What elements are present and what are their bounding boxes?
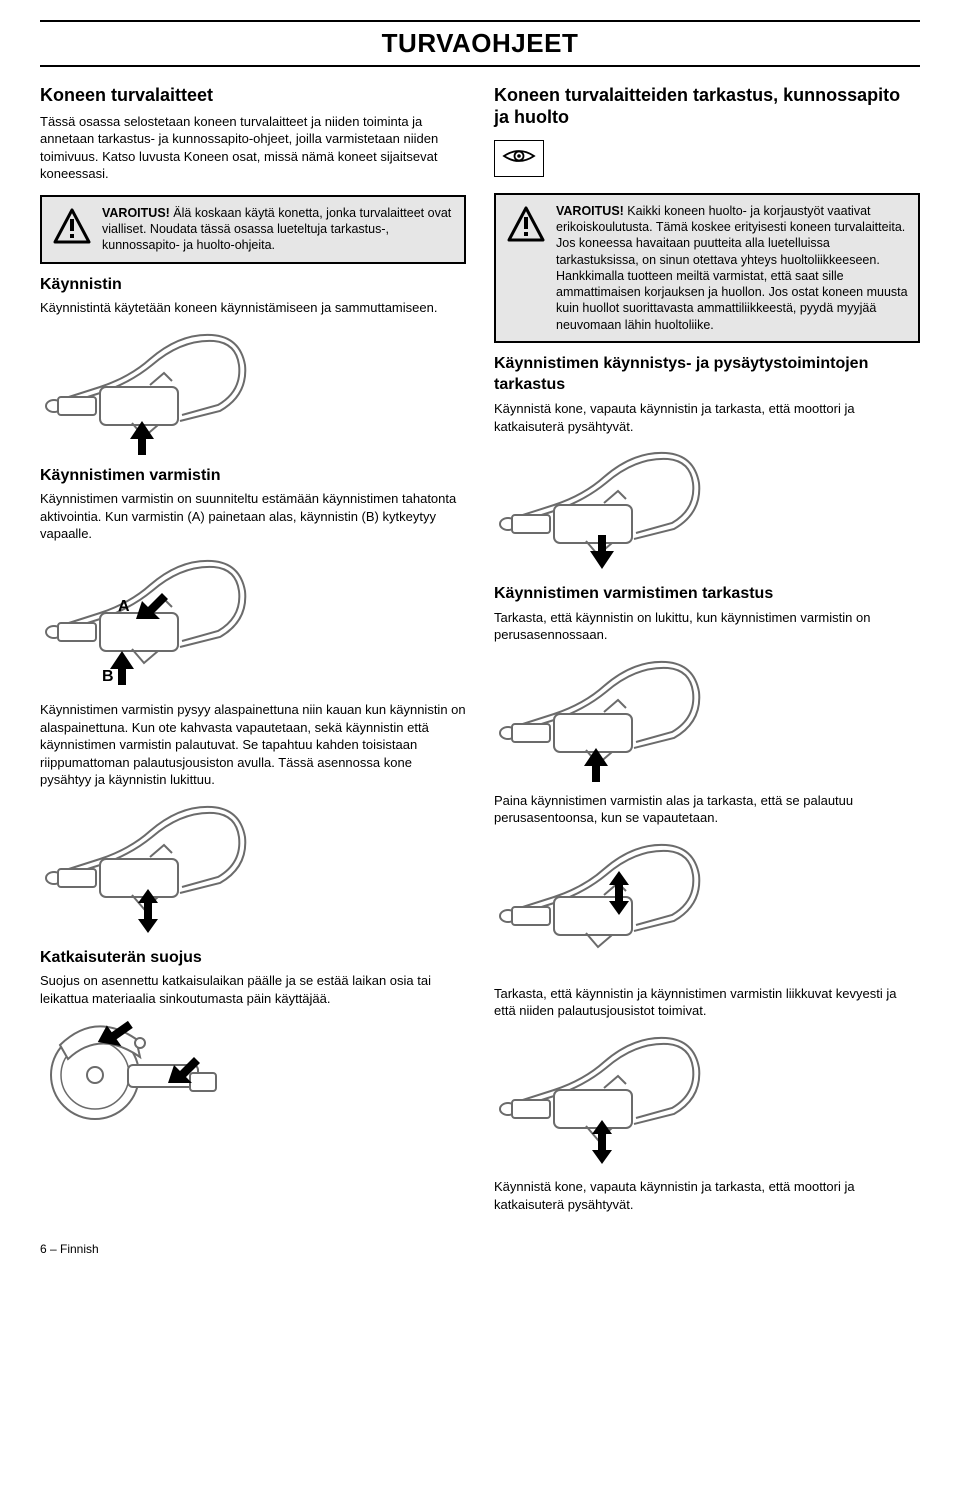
warning-lead-1: VAROITUS! [102,206,170,220]
paragraph-suojus: Suojus on asennettu katkaisulaikan pääll… [40,972,466,1007]
warning-box-2: VAROITUS! Kaikki koneen huolto- ja korja… [494,193,920,343]
warning-text-2: VAROITUS! Kaikki koneen huolto- ja korja… [556,203,908,333]
warning-triangle-icon [506,205,546,243]
page-title: TURVAOHJEET [40,26,920,61]
paragraph-kvt-4: Käynnistä kone, vapauta käynnistin ja ta… [494,1178,920,1213]
warning-triangle-icon [52,207,92,245]
figure-kvt-3 [494,1028,920,1168]
figure-throttle-ab: A B [40,551,466,691]
left-column: Koneen turvalaitteet Tässä osassa selost… [40,85,466,1221]
heading-kaynnistin: Käynnistin [40,274,466,296]
intro-paragraph: Tässä osassa selostetaan koneen turvalai… [40,113,466,183]
label-b: B [102,668,114,685]
paragraph-kvt-2: Paina käynnistimen varmistin alas ja tar… [494,792,920,827]
page-header: TURVAOHJEET [40,20,920,67]
figure-kvt-2 [494,835,920,975]
paragraph-kpt: Käynnistä kone, vapauta käynnistin ja ta… [494,400,920,435]
eye-icon [501,144,537,168]
warning-text-1: VAROITUS! Älä koskaan käytä konetta, jon… [102,205,454,254]
two-column-layout: Koneen turvalaitteet Tässä osassa selost… [40,85,920,1221]
figure-throttle-updown [40,797,466,937]
figure-kvt-1 [494,652,920,782]
paragraph-varmistin-1: Käynnistimen varmistin on suunniteltu es… [40,490,466,543]
eye-icon-box [494,140,544,177]
right-column: Koneen turvalaitteiden tarkastus, kunnos… [494,85,920,1221]
figure-cutter-guard [40,1015,466,1135]
heading-kvt: Käynnistimen varmistimen tarkastus [494,583,920,605]
paragraph-kvt-3: Tarkasta, että käynnistin ja käynnistime… [494,985,920,1020]
figure-throttle-1 [40,325,466,455]
page-footer: 6 – Finnish [40,1241,920,1257]
heading-koneen-turvalaitteet: Koneen turvalaitteet [40,85,466,107]
heading-tarkastus: Koneen turvalaitteiden tarkastus, kunnos… [494,85,920,128]
paragraph-kaynnistin: Käynnistintä käytetään koneen käynnistäm… [40,299,466,317]
warning-lead-2: VAROITUS! [556,204,624,218]
heading-kpt: Käynnistimen käynnistys- ja pysäytystoim… [494,353,920,396]
heading-varmistin: Käynnistimen varmistin [40,465,466,487]
paragraph-kvt-1: Tarkasta, että käynnistin on lukittu, ku… [494,609,920,644]
warning-body-2: Kaikki koneen huolto- ja korjaustyöt vaa… [556,204,908,332]
paragraph-varmistin-2: Käynnistimen varmistin pysyy alaspainett… [40,701,466,789]
figure-kpt [494,443,920,573]
label-a: A [118,598,130,615]
heading-suojus: Katkaisuterän suojus [40,947,466,969]
warning-box-1: VAROITUS! Älä koskaan käytä konetta, jon… [40,195,466,264]
